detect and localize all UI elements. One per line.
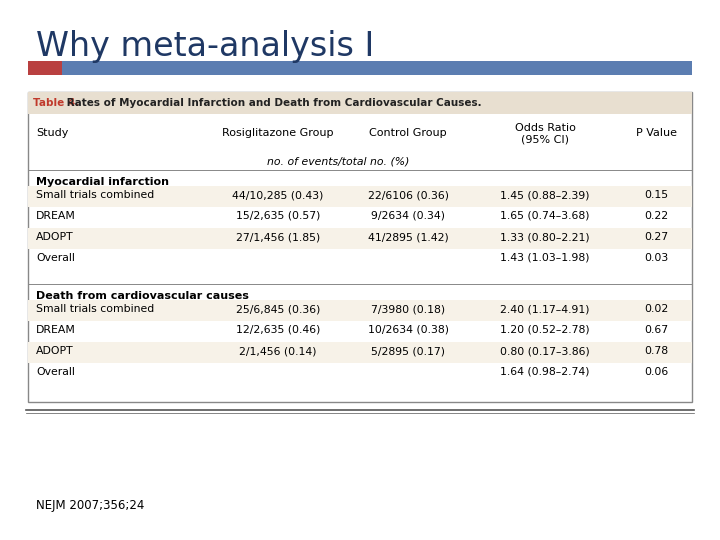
Text: ADOPT: ADOPT <box>36 232 73 242</box>
Text: (95% CI): (95% CI) <box>521 135 569 145</box>
Text: 44/10,285 (0.43): 44/10,285 (0.43) <box>233 190 324 200</box>
Text: 1.65 (0.74–3.68): 1.65 (0.74–3.68) <box>500 211 590 221</box>
Text: 1.64 (0.98–2.74): 1.64 (0.98–2.74) <box>500 367 590 377</box>
Text: 22/6106 (0.36): 22/6106 (0.36) <box>367 190 449 200</box>
Text: 5/2895 (0.17): 5/2895 (0.17) <box>371 346 445 356</box>
Bar <box>62 61 692 75</box>
Text: 27/1,456 (1.85): 27/1,456 (1.85) <box>236 232 320 242</box>
Text: 12/2,635 (0.46): 12/2,635 (0.46) <box>236 325 320 335</box>
Text: Rates of Myocardial Infarction and Death from Cardiovascular Causes.: Rates of Myocardial Infarction and Death… <box>63 98 482 108</box>
Text: 25/6,845 (0.36): 25/6,845 (0.36) <box>236 304 320 314</box>
Text: 41/2895 (1.42): 41/2895 (1.42) <box>368 232 449 242</box>
Text: 1.43 (1.03–1.98): 1.43 (1.03–1.98) <box>500 253 590 263</box>
Text: Odds Ratio: Odds Ratio <box>515 123 575 133</box>
Text: 0.27: 0.27 <box>644 232 668 242</box>
Text: 7/3980 (0.18): 7/3980 (0.18) <box>371 304 445 314</box>
Text: 10/2634 (0.38): 10/2634 (0.38) <box>367 325 449 335</box>
Bar <box>28 300 692 321</box>
Text: Study: Study <box>36 128 68 138</box>
Text: Rosiglitazone Group: Rosiglitazone Group <box>222 128 334 138</box>
Bar <box>28 92 692 114</box>
Text: 0.67: 0.67 <box>644 325 668 335</box>
Text: P Value: P Value <box>636 128 677 138</box>
Text: Overall: Overall <box>36 367 75 377</box>
Text: 0.06: 0.06 <box>644 367 668 377</box>
Bar <box>28 61 62 75</box>
Text: no. of events/total no. (%): no. of events/total no. (%) <box>267 156 409 166</box>
Bar <box>28 227 692 248</box>
Text: Small trials combined: Small trials combined <box>36 190 154 200</box>
Text: Death from cardiovascular causes: Death from cardiovascular causes <box>36 291 249 301</box>
Text: Overall: Overall <box>36 253 75 263</box>
Bar <box>28 341 692 362</box>
Text: 1.20 (0.52–2.78): 1.20 (0.52–2.78) <box>500 325 590 335</box>
Text: 15/2,635 (0.57): 15/2,635 (0.57) <box>236 211 320 221</box>
Text: Small trials combined: Small trials combined <box>36 304 154 314</box>
Text: 0.15: 0.15 <box>644 190 668 200</box>
Text: 1.33 (0.80–2.21): 1.33 (0.80–2.21) <box>500 232 590 242</box>
Text: 0.02: 0.02 <box>644 304 668 314</box>
Text: 0.03: 0.03 <box>644 253 668 263</box>
Bar <box>28 186 692 206</box>
Text: Table 4.: Table 4. <box>33 98 79 108</box>
Text: NEJM 2007;356;24: NEJM 2007;356;24 <box>36 498 145 511</box>
Text: 0.78: 0.78 <box>644 346 668 356</box>
Text: DREAM: DREAM <box>36 325 76 335</box>
Text: Myocardial infarction: Myocardial infarction <box>36 177 169 187</box>
Bar <box>28 92 692 402</box>
Text: 0.80 (0.17–3.86): 0.80 (0.17–3.86) <box>500 346 590 356</box>
Text: Why meta-analysis I: Why meta-analysis I <box>36 30 374 63</box>
Text: DREAM: DREAM <box>36 211 76 221</box>
Text: ADOPT: ADOPT <box>36 346 73 356</box>
Text: 2/1,456 (0.14): 2/1,456 (0.14) <box>239 346 317 356</box>
Text: 9/2634 (0.34): 9/2634 (0.34) <box>371 211 445 221</box>
Text: 2.40 (1.17–4.91): 2.40 (1.17–4.91) <box>500 304 590 314</box>
Text: Control Group: Control Group <box>369 128 447 138</box>
Text: 0.22: 0.22 <box>644 211 668 221</box>
Text: 1.45 (0.88–2.39): 1.45 (0.88–2.39) <box>500 190 590 200</box>
